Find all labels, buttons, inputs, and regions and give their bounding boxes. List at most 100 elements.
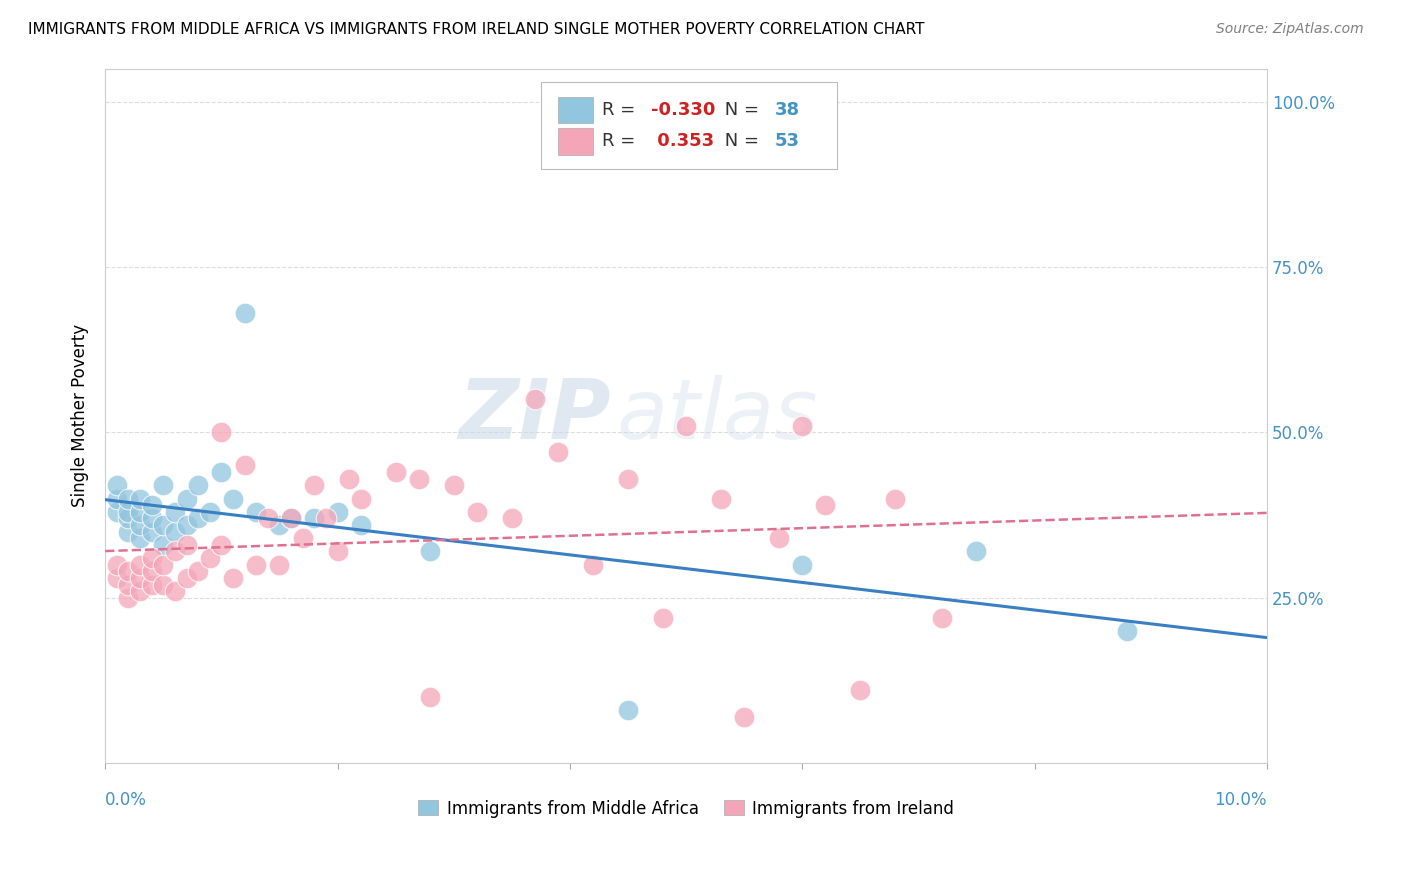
Point [187, 478, 209, 492]
Point [176, 491, 198, 506]
Point [675, 418, 697, 433]
Point [152, 577, 174, 591]
Point [198, 505, 221, 519]
Text: 0.0%: 0.0% [105, 791, 148, 809]
Point [105, 505, 128, 519]
Point [105, 478, 128, 492]
Text: 10.0%: 10.0% [1215, 791, 1267, 809]
Point [384, 465, 406, 479]
Point [163, 544, 186, 558]
Point [269, 518, 291, 533]
Text: IMMIGRANTS FROM MIDDLE AFRICA VS IMMIGRANTS FROM IRELAND SINGLE MOTHER POVERTY C: IMMIGRANTS FROM MIDDLE AFRICA VS IMMIGRA… [28, 22, 925, 37]
Legend: Immigrants from Middle Africa, Immigrants from Ireland: Immigrants from Middle Africa, Immigrant… [412, 793, 960, 824]
Point [152, 538, 174, 552]
Point [105, 571, 128, 585]
Point [129, 584, 152, 599]
Point [501, 511, 523, 525]
Point [117, 577, 139, 591]
Point [129, 491, 152, 506]
Point [117, 491, 139, 506]
Text: R =: R = [602, 101, 641, 120]
Point [187, 564, 209, 578]
Point [233, 458, 256, 473]
Point [141, 551, 163, 566]
Point [326, 544, 349, 558]
Point [141, 524, 163, 539]
Point [245, 505, 267, 519]
Text: R =: R = [602, 132, 641, 151]
Point [176, 538, 198, 552]
Point [710, 491, 733, 506]
FancyBboxPatch shape [541, 82, 837, 169]
Point [651, 610, 673, 624]
Bar [558, 128, 593, 154]
Point [792, 558, 814, 572]
Point [280, 511, 302, 525]
Point [152, 558, 174, 572]
Text: 53: 53 [775, 132, 800, 151]
Point [141, 577, 163, 591]
Point [176, 571, 198, 585]
Point [222, 571, 245, 585]
Point [152, 478, 174, 492]
Text: 0.353: 0.353 [651, 132, 714, 151]
Point [117, 564, 139, 578]
Point [849, 683, 872, 698]
Point [280, 511, 302, 525]
Point [931, 610, 953, 624]
Y-axis label: Single Mother Poverty: Single Mother Poverty [72, 325, 89, 508]
Point [129, 505, 152, 519]
Point [209, 465, 232, 479]
Point [245, 558, 267, 572]
Point [129, 518, 152, 533]
Point [617, 472, 640, 486]
Text: 38: 38 [775, 101, 800, 120]
Point [269, 558, 291, 572]
Point [465, 505, 488, 519]
Point [419, 544, 441, 558]
Point [419, 690, 441, 704]
Point [233, 306, 256, 320]
Point [814, 498, 837, 512]
Point [350, 491, 373, 506]
Point [304, 478, 326, 492]
Point [291, 531, 314, 545]
Point [350, 518, 373, 533]
Point [141, 564, 163, 578]
Point [105, 491, 128, 506]
Point [209, 538, 232, 552]
Point [198, 551, 221, 566]
Point [1116, 624, 1139, 638]
Point [129, 571, 152, 585]
Point [884, 491, 907, 506]
Point [966, 544, 988, 558]
Point [141, 511, 163, 525]
Point [209, 425, 232, 440]
Point [733, 710, 755, 724]
Point [547, 445, 569, 459]
Point [187, 511, 209, 525]
Point [443, 478, 465, 492]
Point [315, 511, 337, 525]
Point [222, 491, 245, 506]
Point [163, 505, 186, 519]
Bar [558, 97, 593, 123]
Point [129, 558, 152, 572]
Point [582, 558, 605, 572]
Point [117, 511, 139, 525]
Point [163, 524, 186, 539]
Point [768, 531, 790, 545]
Point [337, 472, 360, 486]
Point [117, 524, 139, 539]
Point [617, 703, 640, 717]
Text: -0.330: -0.330 [651, 101, 716, 120]
Text: N =: N = [718, 132, 765, 151]
Point [105, 558, 128, 572]
Text: ZIP: ZIP [458, 376, 610, 457]
Text: N =: N = [718, 101, 765, 120]
Point [408, 472, 430, 486]
Point [524, 392, 547, 407]
Point [304, 511, 326, 525]
Text: atlas: atlas [616, 376, 818, 457]
Point [117, 505, 139, 519]
